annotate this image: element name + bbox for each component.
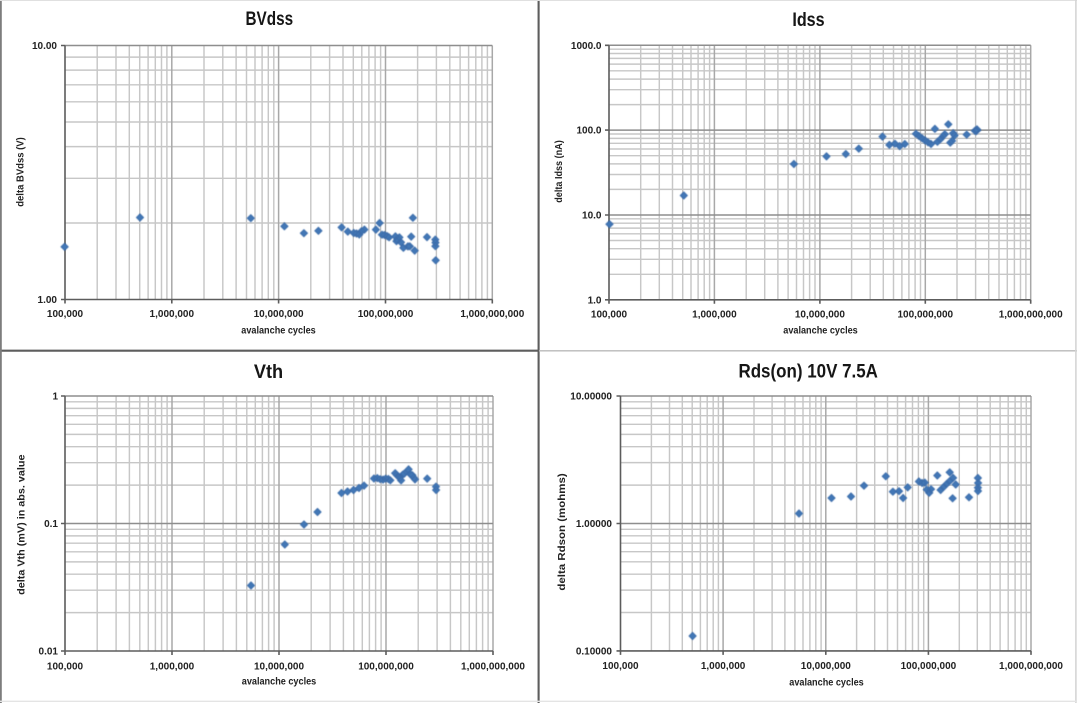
svg-text:1,000,000,000: 1,000,000,000 — [461, 661, 525, 672]
svg-text:1,000,000: 1,000,000 — [701, 661, 746, 672]
svg-text:100,000: 100,000 — [47, 309, 84, 320]
svg-text:delta BVdss (V): delta BVdss (V) — [16, 137, 27, 207]
svg-text:100,000,000: 100,000,000 — [897, 310, 953, 321]
svg-text:1000.0: 1000.0 — [571, 41, 602, 52]
svg-text:1.00: 1.00 — [38, 295, 58, 306]
svg-text:1,000,000,000: 1,000,000,000 — [999, 310, 1063, 321]
svg-text:1.00000: 1.00000 — [576, 519, 613, 530]
svg-text:1,000,000: 1,000,000 — [150, 309, 195, 320]
svg-text:10,000,000: 10,000,000 — [801, 661, 851, 672]
svg-text:100,000: 100,000 — [602, 661, 639, 672]
svg-text:delta Vth (mV) in abs. value: delta Vth (mV) in abs. value — [17, 454, 28, 595]
svg-text:1,000,000: 1,000,000 — [150, 661, 195, 672]
svg-text:avalanche cycles: avalanche cycles — [783, 326, 858, 337]
svg-text:avalanche cycles: avalanche cycles — [242, 677, 317, 688]
svg-text:1,000,000,000: 1,000,000,000 — [460, 309, 524, 320]
svg-text:1,000,000,000: 1,000,000,000 — [999, 661, 1063, 672]
svg-text:100,000,000: 100,000,000 — [358, 309, 414, 320]
svg-text:Rds(on) 10V 7.5A: Rds(on) 10V 7.5A — [738, 362, 878, 383]
svg-text:100,000,000: 100,000,000 — [358, 661, 414, 672]
svg-text:10.00: 10.00 — [32, 41, 57, 52]
svg-text:100.0: 100.0 — [576, 126, 601, 137]
svg-text:Vth: Vth — [254, 362, 283, 383]
svg-text:100,000: 100,000 — [591, 310, 628, 321]
svg-text:Idss: Idss — [792, 10, 824, 31]
svg-text:10.00000: 10.00000 — [570, 392, 612, 403]
svg-text:10.0: 10.0 — [582, 211, 602, 222]
svg-text:1,000,000: 1,000,000 — [692, 310, 737, 321]
svg-text:0.1: 0.1 — [44, 519, 58, 530]
svg-text:10,000,000: 10,000,000 — [254, 309, 304, 320]
svg-text:1: 1 — [52, 392, 58, 403]
svg-text:avalanche cycles: avalanche cycles — [789, 678, 864, 689]
svg-text:10,000,000: 10,000,000 — [254, 661, 304, 672]
svg-text:BVdss: BVdss — [246, 9, 294, 30]
svg-text:100,000: 100,000 — [47, 661, 84, 672]
svg-text:0.10000: 0.10000 — [576, 646, 613, 657]
svg-text:100,000,000: 100,000,000 — [901, 661, 957, 672]
svg-text:10,000,000: 10,000,000 — [795, 310, 845, 321]
svg-text:avalanche cycles: avalanche cycles — [241, 326, 316, 337]
svg-text:0.01: 0.01 — [39, 647, 59, 658]
svg-text:delta Idss (nA): delta Idss (nA) — [554, 140, 565, 203]
svg-text:1.0: 1.0 — [588, 295, 602, 306]
svg-text:delta Rdson (mohms): delta Rdson (mohms) — [557, 473, 568, 590]
